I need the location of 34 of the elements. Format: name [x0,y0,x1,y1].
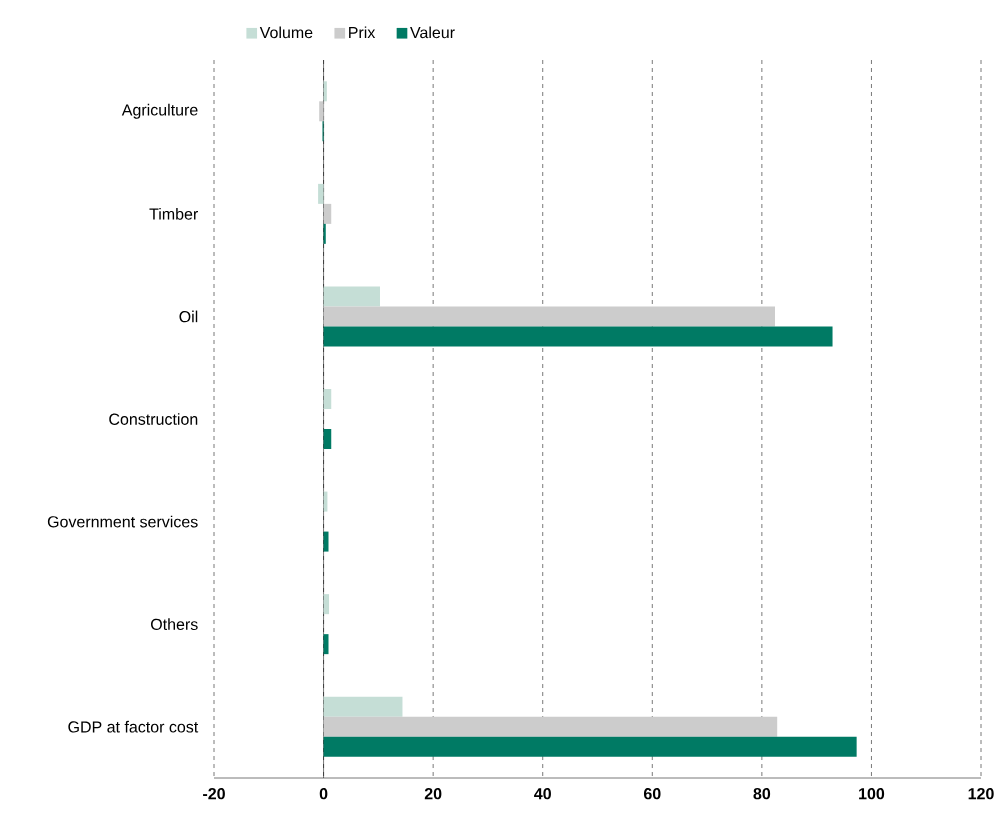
bar [323,203,332,224]
bar [318,183,324,204]
bar [323,531,329,552]
bar [323,594,330,615]
x-tick-label: 0 [319,788,328,800]
x-tick-label: 40 [534,788,551,800]
x-tick-label: 60 [643,788,661,800]
x-tick-label: 120 [968,788,994,800]
bar [323,306,776,327]
bar [323,634,329,655]
x-tick-label: 100 [859,788,885,800]
legend-label: Volume [259,26,313,39]
legend-label: Prix [349,26,376,39]
bar [323,286,380,307]
x-tick-label: -20 [203,788,225,800]
y-tick-label: Construction [109,413,198,425]
bar [323,716,778,737]
y-tick-label: Timber [149,208,198,220]
bar [323,81,327,102]
y-tick-label: GDP at factor cost [68,720,199,733]
bar [323,429,332,450]
y-tick-label: Agriculture [121,103,198,119]
y-tick-label: Government services [47,515,198,528]
bar [323,326,833,347]
bar [323,736,857,757]
legend-label: Valeur [410,26,455,39]
bar [323,223,326,244]
bar [319,101,324,122]
y-tick-label: Oil [179,310,198,323]
bar [323,696,403,717]
y-tick-label: Others [151,618,198,631]
x-tick-label: 20 [424,788,442,800]
bar [323,389,332,410]
x-tick-label: 80 [753,788,771,800]
